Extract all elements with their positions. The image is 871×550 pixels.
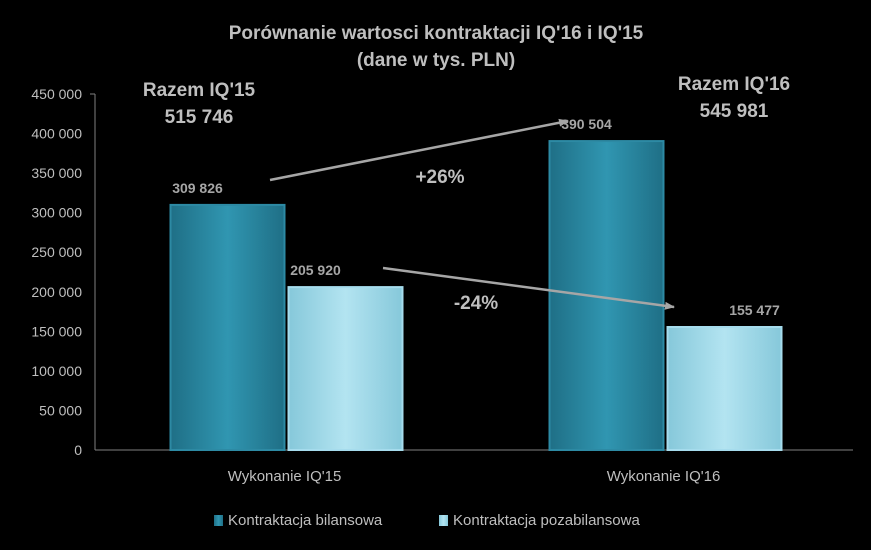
y-tick-label: 250 000: [31, 244, 82, 260]
legend: Kontraktacja bilansowa Kontraktacja poza…: [214, 512, 640, 529]
change-pozabilansowa: -24%: [454, 293, 498, 314]
arrow-bilansowa: [269, 118, 569, 182]
arrow-pozabilansowa: [382, 266, 675, 310]
legend-swatch-bilansowa: [214, 515, 223, 526]
chart-title-line2: (dane w tys. PLN): [357, 50, 515, 71]
y-tick-label: 150 000: [31, 323, 82, 339]
data-labels: 309 826 205 920 390 504 155 477: [172, 116, 780, 318]
data-label: 390 504: [561, 116, 612, 132]
bar-pozabilansowa-iq15: [287, 286, 404, 451]
legend-swatch-pozabilansowa: [439, 515, 448, 526]
change-arrows: [269, 118, 675, 310]
bar-bilansowa-iq16: [548, 140, 665, 452]
x-tick-label: Wykonanie IQ'15: [228, 468, 342, 485]
total-value-iq15: 515 746: [165, 107, 234, 128]
total-value-iq16: 545 981: [700, 101, 769, 122]
y-tick-label: 50 000: [39, 402, 82, 418]
y-tick-label: 450 000: [31, 86, 82, 102]
bars: [169, 140, 783, 452]
data-label: 205 920: [290, 262, 341, 278]
change-bilansowa: +26%: [415, 167, 464, 188]
bar-bilansowa-iq15: [169, 203, 286, 451]
y-tick-label: 400 000: [31, 126, 82, 142]
total-label-iq16: Razem IQ'16: [678, 74, 790, 95]
data-label: 309 826: [172, 180, 223, 196]
y-tick-label: 300 000: [31, 205, 82, 221]
data-label: 155 477: [729, 302, 780, 318]
chart-title-line1: Porównanie wartosci kontraktacji IQ'16 i…: [229, 23, 644, 44]
y-tick-label: 350 000: [31, 165, 82, 181]
y-tick-label: 200 000: [31, 284, 82, 300]
x-tick-label: Wykonanie IQ'16: [607, 468, 721, 485]
x-axis: Wykonanie IQ'15 Wykonanie IQ'16: [228, 468, 721, 485]
total-label-iq15: Razem IQ'15: [143, 80, 256, 101]
y-tick-label: 0: [74, 442, 82, 458]
legend-label-pozabilansowa: Kontraktacja pozabilansowa: [453, 512, 640, 529]
y-axis: 0 50 000 100 000 150 000 200 000 250 000 300 0…: [31, 86, 82, 458]
bar-pozabilansowa-iq16: [666, 326, 783, 452]
legend-label-bilansowa: Kontraktacja bilansowa: [228, 512, 383, 529]
y-tick-label: 100 000: [31, 363, 82, 379]
